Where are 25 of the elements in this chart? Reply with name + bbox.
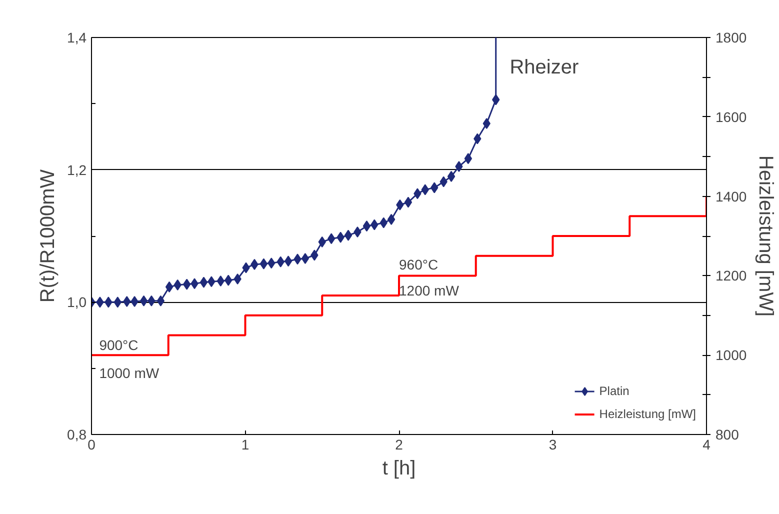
annotation: 960°C [399, 256, 438, 272]
x-tick-label: 0 [88, 436, 96, 452]
y-tick-label: 1,2 [67, 162, 87, 178]
annotation: 900°C [99, 337, 138, 354]
y2-tick-label: 1800 [716, 30, 747, 46]
y2-axis-title: Heizleistung [mW] [754, 155, 777, 317]
y2-tick-label: 1000 [716, 347, 747, 364]
annotation: 1200 mW [399, 282, 460, 298]
y2-tick-label: 1400 [716, 188, 747, 204]
legend-label: Platin [599, 384, 630, 398]
y-tick-label: 1,0 [67, 294, 87, 310]
x-tick-label: 4 [702, 436, 711, 452]
x-tick-label: 1 [241, 436, 250, 452]
y-tick-label: 0,8 [67, 426, 87, 442]
x-tick-label: 2 [395, 436, 404, 452]
y-axis-title: R(t)/R1000mW [37, 169, 60, 303]
annotation: Rheizer [510, 56, 579, 78]
y2-tick-label: 1600 [716, 108, 747, 125]
y2-tick-label: 800 [716, 426, 740, 442]
x-tick-label: 3 [548, 436, 557, 452]
y2-tick-label: 1200 [716, 268, 747, 284]
annotation: 1000 mW [99, 364, 160, 381]
x-axis-title: t [h] [382, 458, 416, 480]
legend-label: Heizleistung [mW] [599, 407, 696, 421]
y-tick-label: 1,4 [67, 30, 87, 46]
